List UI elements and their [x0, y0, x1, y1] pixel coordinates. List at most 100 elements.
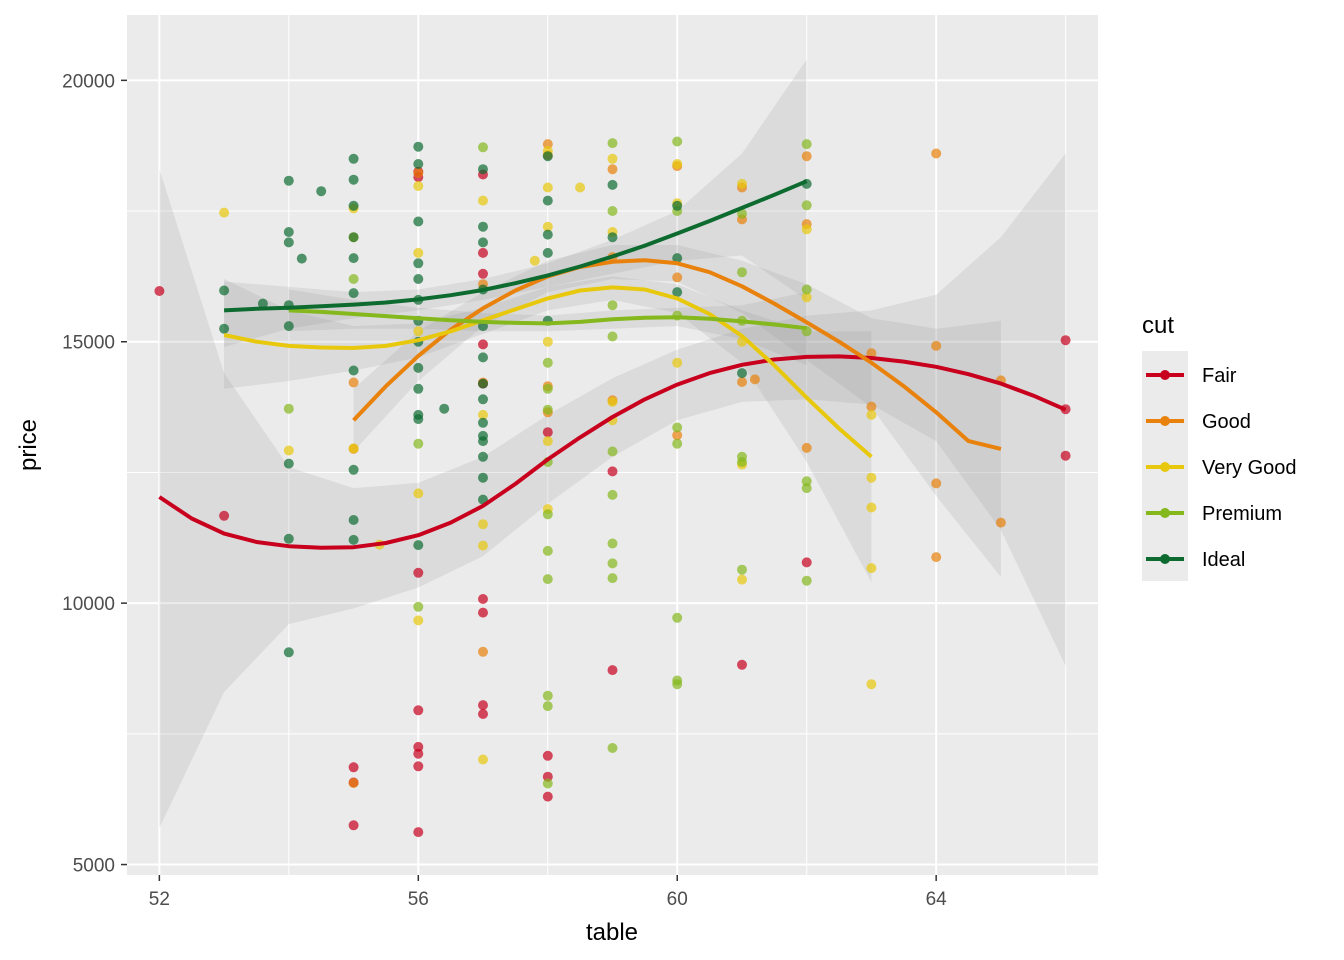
data-point-fair [413, 567, 424, 578]
data-point-very-good [542, 336, 553, 347]
data-point-ideal [257, 298, 268, 309]
data-point-very-good [348, 443, 359, 454]
data-point-ideal [542, 229, 553, 240]
data-point-ideal [283, 321, 294, 332]
data-point-very-good [866, 409, 877, 420]
data-point-ideal [283, 227, 294, 237]
legend-key-point-good [1160, 416, 1170, 426]
data-point-premium [737, 208, 747, 219]
data-point-ideal [283, 175, 294, 186]
data-point-good [749, 374, 760, 385]
data-point-very-good [607, 396, 618, 407]
data-point-premium [607, 206, 618, 216]
data-point-ideal [413, 540, 424, 551]
data-point-ideal [672, 287, 683, 298]
data-point-premium [413, 438, 424, 449]
legend-key-point-fair [1160, 370, 1170, 380]
data-point-ideal [607, 179, 618, 190]
data-point-good [413, 167, 424, 178]
legend-label-premium: Premium [1202, 503, 1282, 525]
data-point-ideal [348, 253, 359, 264]
data-point-ideal [478, 237, 488, 248]
data-point-fair [478, 607, 488, 618]
data-point-ideal [413, 141, 424, 152]
data-point-premium [348, 274, 359, 284]
data-point-good [801, 442, 812, 453]
data-point-premium [801, 483, 812, 494]
data-point-ideal [283, 458, 294, 469]
data-point-premium [607, 743, 618, 753]
data-point-ideal [413, 274, 424, 284]
data-point-very-good [866, 679, 877, 690]
data-point-good [931, 552, 942, 563]
data-point-very-good [542, 182, 553, 193]
data-point-premium [672, 422, 683, 433]
data-point-very-good [529, 255, 540, 266]
data-point-fair [542, 427, 553, 438]
data-point-ideal [348, 200, 359, 211]
smooth-line-premium [288, 308, 807, 331]
data-point-ideal [283, 647, 294, 658]
data-point-ideal [413, 258, 424, 269]
data-point-very-good [413, 247, 424, 258]
legend-label-very-good: Very Good [1202, 457, 1297, 479]
data-point-premium [801, 575, 812, 586]
data-point-very-good [801, 224, 812, 235]
data-point-good [348, 778, 359, 788]
data-point-fair [348, 762, 359, 773]
data-point-ideal [413, 159, 424, 169]
data-point-ideal [348, 365, 359, 376]
x-axis-title: table [586, 919, 638, 946]
data-point-very-good [478, 409, 488, 420]
legend-key-point-very-good [1160, 462, 1170, 472]
data-point-ideal [737, 368, 747, 379]
data-point-ideal [672, 253, 683, 264]
data-point-fair [413, 748, 424, 759]
data-point-ideal [439, 403, 450, 414]
smooth-line-very-good [223, 285, 873, 459]
data-point-premium [542, 357, 553, 368]
data-point-ideal [283, 533, 294, 544]
y-tick-label: 10000 [62, 594, 115, 615]
data-point-premium [801, 139, 812, 150]
y-axis-title: price [15, 419, 42, 471]
x-tick-label: 52 [149, 889, 170, 910]
data-point-very-good [672, 159, 683, 169]
smooth-line-ideal [224, 179, 808, 313]
data-point-premium [607, 331, 618, 342]
data-point-ideal [348, 288, 359, 299]
smooth-line-fair [158, 354, 1067, 550]
data-point-ideal [478, 352, 488, 363]
x-tick-label: 60 [667, 889, 688, 910]
legend-key-point-premium [1160, 508, 1170, 518]
data-point-very-good [866, 563, 877, 574]
data-point-very-good [413, 615, 424, 626]
data-point-premium [542, 690, 553, 701]
legend-label-ideal: Ideal [1202, 549, 1245, 571]
data-point-very-good [542, 436, 553, 447]
legend-key-point-ideal [1160, 554, 1170, 564]
data-point-ideal [478, 451, 488, 462]
confidence-band-very-good [224, 276, 872, 583]
data-point-premium [672, 612, 683, 623]
data-point-premium [542, 778, 553, 789]
data-point-fair [154, 286, 165, 296]
data-point-fair [542, 750, 553, 761]
data-point-premium [607, 300, 618, 311]
data-point-very-good [413, 488, 424, 499]
data-point-premium [542, 574, 553, 585]
data-point-premium [737, 564, 747, 575]
data-point-very-good [737, 574, 747, 585]
data-point-premium [607, 138, 618, 149]
data-point-very-good [478, 195, 488, 206]
data-point-ideal [413, 414, 424, 425]
data-point-ideal [542, 151, 553, 162]
data-point-ideal [348, 515, 359, 525]
data-point-very-good [413, 181, 424, 191]
y-tick-label: 5000 [73, 856, 115, 877]
data-point-ideal [542, 195, 553, 206]
data-point-very-good [866, 502, 877, 513]
data-point-premium [607, 489, 618, 500]
data-point-premium [542, 509, 553, 520]
